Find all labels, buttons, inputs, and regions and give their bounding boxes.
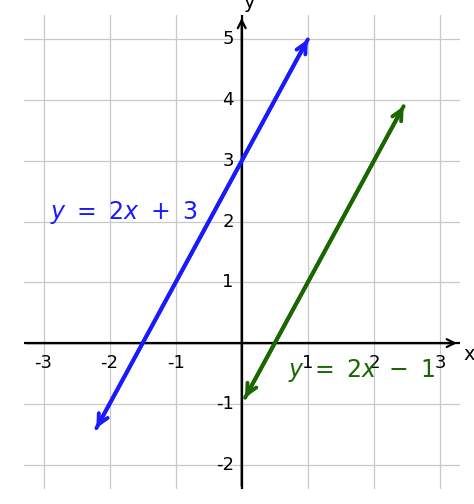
Text: -2: -2 — [100, 354, 118, 372]
Text: 1: 1 — [302, 354, 313, 372]
Text: $y\ =\ 2x\ -\ 1$: $y\ =\ 2x\ -\ 1$ — [288, 357, 435, 384]
Text: -2: -2 — [216, 456, 234, 474]
Text: 3: 3 — [222, 152, 234, 170]
Text: -1: -1 — [216, 395, 234, 413]
Text: -1: -1 — [167, 354, 184, 372]
Text: x: x — [463, 345, 474, 363]
Text: 2: 2 — [222, 213, 234, 231]
Text: 5: 5 — [222, 30, 234, 48]
Text: 3: 3 — [434, 354, 446, 372]
Text: -3: -3 — [35, 354, 53, 372]
Text: $y\ =\ 2x\ +\ 3$: $y\ =\ 2x\ +\ 3$ — [50, 199, 198, 226]
Text: 1: 1 — [222, 273, 234, 291]
Text: 2: 2 — [368, 354, 380, 372]
Text: 4: 4 — [222, 91, 234, 109]
Text: y: y — [244, 0, 255, 12]
